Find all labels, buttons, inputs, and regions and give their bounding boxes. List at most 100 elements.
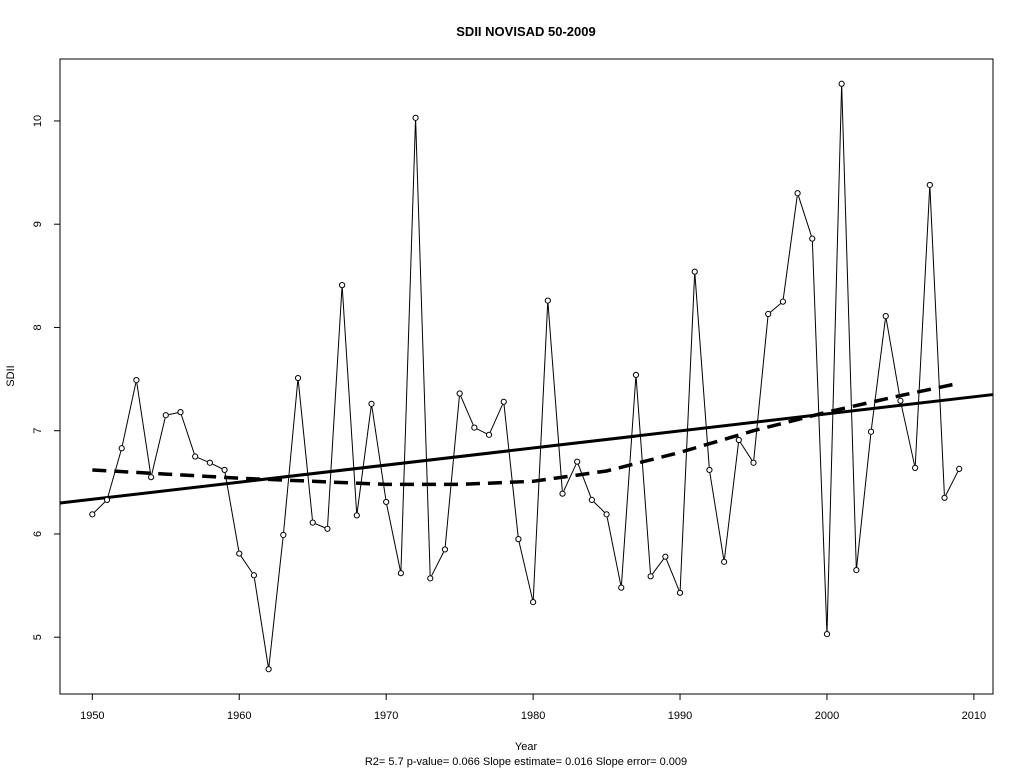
data-point	[897, 397, 904, 404]
data-line-segment	[620, 377, 637, 585]
data-point	[383, 498, 390, 506]
data-line-segment	[900, 403, 915, 466]
chart-title: SDII NOVISAD 50-2009	[456, 24, 595, 39]
y-axis: 5 6 7 8 9 10	[32, 115, 60, 640]
data-line-segment	[356, 406, 372, 513]
data-point	[265, 666, 272, 673]
linear-trend-line	[59, 393, 994, 505]
data-point	[280, 531, 287, 539]
data-line-segment	[94, 501, 106, 513]
data-point	[823, 631, 831, 638]
data-point	[588, 496, 595, 503]
data-line-segment	[914, 187, 931, 465]
x-tick-label: 1960	[227, 710, 251, 722]
data-line-segment	[532, 303, 549, 600]
data-point	[221, 466, 228, 474]
data-line-segment	[770, 303, 781, 313]
data-line-segment	[386, 504, 401, 571]
data-point	[118, 445, 125, 452]
x-tick-label: 1980	[521, 710, 545, 722]
y-tick-label: 10	[32, 115, 44, 127]
data-point	[441, 546, 449, 553]
data-line-segment	[606, 517, 622, 585]
data-line-segment	[945, 471, 959, 496]
data-point	[676, 589, 684, 596]
data-point	[941, 494, 948, 501]
data-point	[603, 511, 610, 518]
data-point	[721, 558, 728, 565]
data-line-segment	[870, 319, 886, 429]
data-point	[559, 490, 566, 497]
data-line-segment	[400, 120, 416, 571]
data-point	[294, 374, 302, 382]
series-layer	[59, 80, 994, 673]
smoothed-trend-line	[92, 381, 960, 487]
data-point	[765, 310, 772, 318]
data-line-segment	[563, 464, 577, 492]
data-point	[456, 390, 463, 397]
data-point	[339, 282, 346, 289]
data-line-segment	[107, 451, 122, 498]
data-line-segment	[151, 418, 166, 475]
data-point	[809, 235, 816, 242]
data-line-segment	[577, 464, 592, 498]
data-point	[632, 371, 640, 379]
x-tick-label: 2010	[962, 710, 986, 722]
data-line-segment	[121, 382, 137, 446]
data-point	[192, 453, 199, 460]
x-tick-label: 1990	[668, 710, 692, 722]
data-point	[162, 412, 169, 419]
data-line-segment	[415, 120, 431, 576]
data-point	[779, 298, 786, 305]
data-line-segment	[197, 457, 208, 463]
data-point	[397, 570, 404, 577]
data-point	[735, 436, 742, 444]
data-point	[324, 525, 331, 532]
data-point	[794, 190, 801, 197]
y-tick-label: 9	[32, 221, 44, 227]
data-line-segment	[444, 396, 460, 547]
data-line-segment	[489, 404, 503, 433]
data-line-segment	[826, 86, 843, 632]
data-point	[838, 80, 845, 87]
data-line-segment	[841, 86, 857, 568]
data-point	[618, 584, 625, 591]
data-line-segment	[782, 196, 798, 299]
data-line-segment	[709, 472, 725, 559]
x-axis: 1950 1960 1970 1980 1990 2000 2010	[80, 694, 986, 722]
data-line-segment	[856, 434, 872, 568]
data-line-segment	[929, 187, 945, 495]
data-line-segment	[679, 274, 696, 590]
data-line-segment	[593, 501, 605, 513]
y-tick-label: 8	[32, 324, 44, 330]
data-line-segment	[518, 541, 533, 600]
data-point	[647, 573, 654, 580]
data-point	[956, 465, 963, 473]
data-point	[471, 424, 478, 431]
data-point	[853, 566, 860, 574]
data-point	[103, 496, 111, 503]
data-line-segment	[253, 578, 269, 667]
data-line-segment	[798, 195, 812, 236]
data-line-segment	[811, 241, 828, 632]
x-axis-label: Year	[515, 741, 538, 753]
data-line-segment	[371, 406, 387, 500]
data-point	[662, 553, 669, 560]
data-point	[515, 536, 522, 543]
data-line-segment	[694, 274, 710, 467]
data-point	[177, 409, 184, 416]
data-line-segment	[431, 551, 445, 576]
data-line-segment	[885, 318, 901, 398]
data-point	[867, 428, 875, 435]
data-point	[691, 268, 698, 275]
data-line-segment	[460, 396, 474, 426]
data-line-segment	[503, 404, 519, 537]
data-line-segment	[268, 537, 284, 667]
data-point	[147, 474, 155, 481]
data-line-segment	[666, 559, 680, 591]
data-point	[485, 431, 493, 438]
data-line-segment	[136, 383, 152, 475]
data-line-segment	[753, 316, 769, 460]
